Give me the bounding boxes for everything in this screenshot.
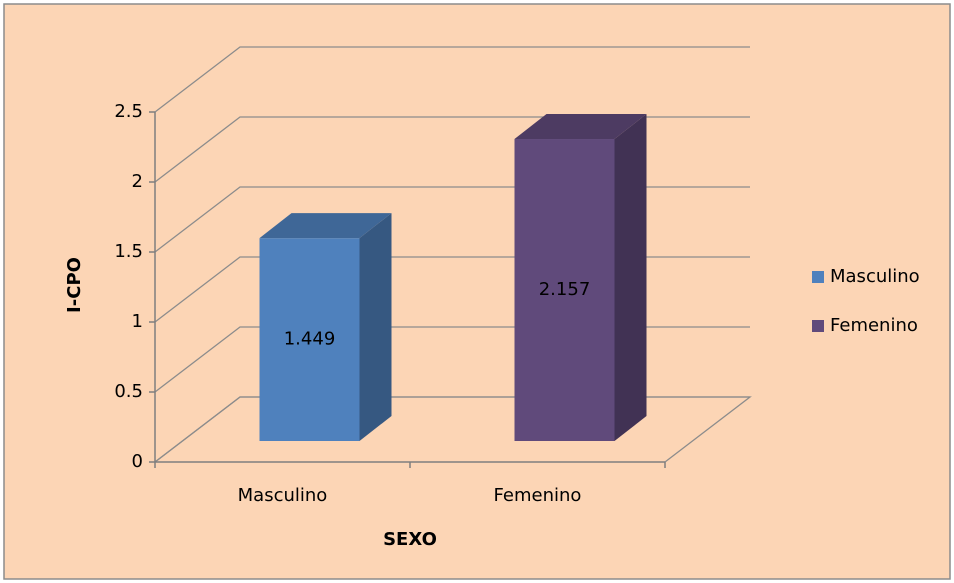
bar-side (614, 114, 647, 442)
bar (514, 114, 647, 442)
x-tick-label: Masculino (238, 485, 328, 506)
y-tick-label: 2.5 (114, 101, 143, 122)
x-tick-label: Femenino (494, 485, 582, 506)
y-tick-label: 1 (132, 311, 143, 332)
bar-side (359, 213, 392, 441)
bar-front (259, 238, 360, 441)
y-tick-label: 1.5 (114, 241, 143, 262)
legend-swatch (812, 320, 824, 332)
bar-front (514, 139, 615, 441)
x-axis-title: SEXO (383, 529, 437, 550)
legend-label: Femenino (830, 315, 918, 336)
y-tick-label: 0 (132, 451, 143, 472)
bar-top (259, 213, 392, 239)
chart-background (3, 3, 951, 580)
legend-label: Masculino (830, 266, 920, 287)
y-tick-label: 0.5 (114, 381, 143, 402)
bar (259, 213, 392, 441)
y-axis-title: I-CPO (64, 257, 85, 313)
grid-line (154, 46, 750, 113)
data-label: 2.157 (539, 279, 591, 300)
bar-top (514, 114, 647, 140)
y-tick-label: 2 (132, 171, 143, 192)
legend-swatch (812, 271, 824, 283)
data-label: 1.449 (284, 329, 336, 350)
